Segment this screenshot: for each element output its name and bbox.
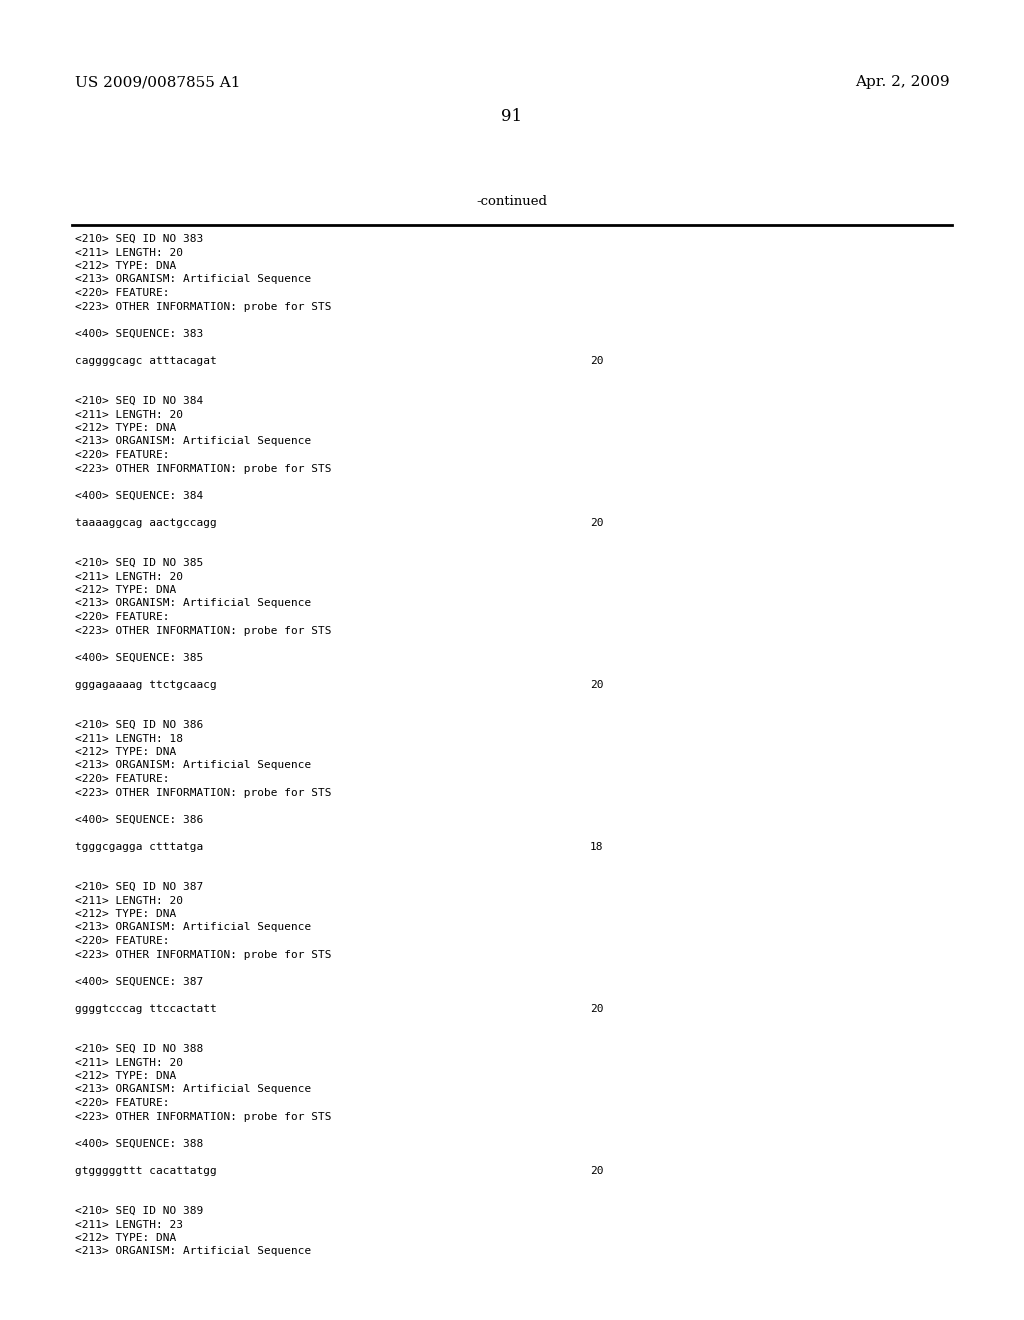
- Text: <212> TYPE: DNA: <212> TYPE: DNA: [75, 909, 176, 919]
- Text: <220> FEATURE:: <220> FEATURE:: [75, 936, 170, 946]
- Text: gggagaaaag ttctgcaacg: gggagaaaag ttctgcaacg: [75, 680, 217, 689]
- Text: <220> FEATURE:: <220> FEATURE:: [75, 1098, 170, 1107]
- Text: <211> LENGTH: 20: <211> LENGTH: 20: [75, 572, 183, 582]
- Text: 91: 91: [502, 108, 522, 125]
- Text: <212> TYPE: DNA: <212> TYPE: DNA: [75, 747, 176, 756]
- Text: <210> SEQ ID NO 386: <210> SEQ ID NO 386: [75, 719, 203, 730]
- Text: <400> SEQUENCE: 385: <400> SEQUENCE: 385: [75, 652, 203, 663]
- Text: <210> SEQ ID NO 383: <210> SEQ ID NO 383: [75, 234, 203, 244]
- Text: <220> FEATURE:: <220> FEATURE:: [75, 774, 170, 784]
- Text: 20: 20: [590, 680, 603, 689]
- Text: <210> SEQ ID NO 389: <210> SEQ ID NO 389: [75, 1206, 203, 1216]
- Text: <400> SEQUENCE: 388: <400> SEQUENCE: 388: [75, 1138, 203, 1148]
- Text: <211> LENGTH: 20: <211> LENGTH: 20: [75, 895, 183, 906]
- Text: <211> LENGTH: 23: <211> LENGTH: 23: [75, 1220, 183, 1229]
- Text: 20: 20: [590, 355, 603, 366]
- Text: 18: 18: [590, 842, 603, 851]
- Text: <213> ORGANISM: Artificial Sequence: <213> ORGANISM: Artificial Sequence: [75, 760, 311, 771]
- Text: <213> ORGANISM: Artificial Sequence: <213> ORGANISM: Artificial Sequence: [75, 598, 311, 609]
- Text: <212> TYPE: DNA: <212> TYPE: DNA: [75, 1233, 176, 1243]
- Text: <210> SEQ ID NO 388: <210> SEQ ID NO 388: [75, 1044, 203, 1053]
- Text: <400> SEQUENCE: 387: <400> SEQUENCE: 387: [75, 977, 203, 986]
- Text: <213> ORGANISM: Artificial Sequence: <213> ORGANISM: Artificial Sequence: [75, 923, 311, 932]
- Text: <213> ORGANISM: Artificial Sequence: <213> ORGANISM: Artificial Sequence: [75, 437, 311, 446]
- Text: <212> TYPE: DNA: <212> TYPE: DNA: [75, 422, 176, 433]
- Text: <223> OTHER INFORMATION: probe for STS: <223> OTHER INFORMATION: probe for STS: [75, 788, 332, 797]
- Text: <223> OTHER INFORMATION: probe for STS: <223> OTHER INFORMATION: probe for STS: [75, 1111, 332, 1122]
- Text: <212> TYPE: DNA: <212> TYPE: DNA: [75, 585, 176, 595]
- Text: Apr. 2, 2009: Apr. 2, 2009: [855, 75, 950, 88]
- Text: <223> OTHER INFORMATION: probe for STS: <223> OTHER INFORMATION: probe for STS: [75, 949, 332, 960]
- Text: <223> OTHER INFORMATION: probe for STS: <223> OTHER INFORMATION: probe for STS: [75, 626, 332, 635]
- Text: <212> TYPE: DNA: <212> TYPE: DNA: [75, 261, 176, 271]
- Text: <212> TYPE: DNA: <212> TYPE: DNA: [75, 1071, 176, 1081]
- Text: <220> FEATURE:: <220> FEATURE:: [75, 288, 170, 298]
- Text: <220> FEATURE:: <220> FEATURE:: [75, 612, 170, 622]
- Text: -continued: -continued: [476, 195, 548, 209]
- Text: 20: 20: [590, 1003, 603, 1014]
- Text: <211> LENGTH: 20: <211> LENGTH: 20: [75, 248, 183, 257]
- Text: 20: 20: [590, 1166, 603, 1176]
- Text: <223> OTHER INFORMATION: probe for STS: <223> OTHER INFORMATION: probe for STS: [75, 463, 332, 474]
- Text: <400> SEQUENCE: 383: <400> SEQUENCE: 383: [75, 329, 203, 338]
- Text: <213> ORGANISM: Artificial Sequence: <213> ORGANISM: Artificial Sequence: [75, 1085, 311, 1094]
- Text: <211> LENGTH: 20: <211> LENGTH: 20: [75, 409, 183, 420]
- Text: <210> SEQ ID NO 384: <210> SEQ ID NO 384: [75, 396, 203, 407]
- Text: <210> SEQ ID NO 385: <210> SEQ ID NO 385: [75, 558, 203, 568]
- Text: <211> LENGTH: 20: <211> LENGTH: 20: [75, 1057, 183, 1068]
- Text: gtgggggttt cacattatgg: gtgggggttt cacattatgg: [75, 1166, 217, 1176]
- Text: <400> SEQUENCE: 386: <400> SEQUENCE: 386: [75, 814, 203, 825]
- Text: taaaaggcag aactgccagg: taaaaggcag aactgccagg: [75, 517, 217, 528]
- Text: ggggtcccag ttccactatt: ggggtcccag ttccactatt: [75, 1003, 217, 1014]
- Text: <210> SEQ ID NO 387: <210> SEQ ID NO 387: [75, 882, 203, 892]
- Text: <213> ORGANISM: Artificial Sequence: <213> ORGANISM: Artificial Sequence: [75, 275, 311, 285]
- Text: US 2009/0087855 A1: US 2009/0087855 A1: [75, 75, 241, 88]
- Text: <220> FEATURE:: <220> FEATURE:: [75, 450, 170, 459]
- Text: <223> OTHER INFORMATION: probe for STS: <223> OTHER INFORMATION: probe for STS: [75, 301, 332, 312]
- Text: <211> LENGTH: 18: <211> LENGTH: 18: [75, 734, 183, 743]
- Text: caggggcagc atttacagat: caggggcagc atttacagat: [75, 355, 217, 366]
- Text: <400> SEQUENCE: 384: <400> SEQUENCE: 384: [75, 491, 203, 500]
- Text: 20: 20: [590, 517, 603, 528]
- Text: tgggcgagga ctttatga: tgggcgagga ctttatga: [75, 842, 203, 851]
- Text: <213> ORGANISM: Artificial Sequence: <213> ORGANISM: Artificial Sequence: [75, 1246, 311, 1257]
